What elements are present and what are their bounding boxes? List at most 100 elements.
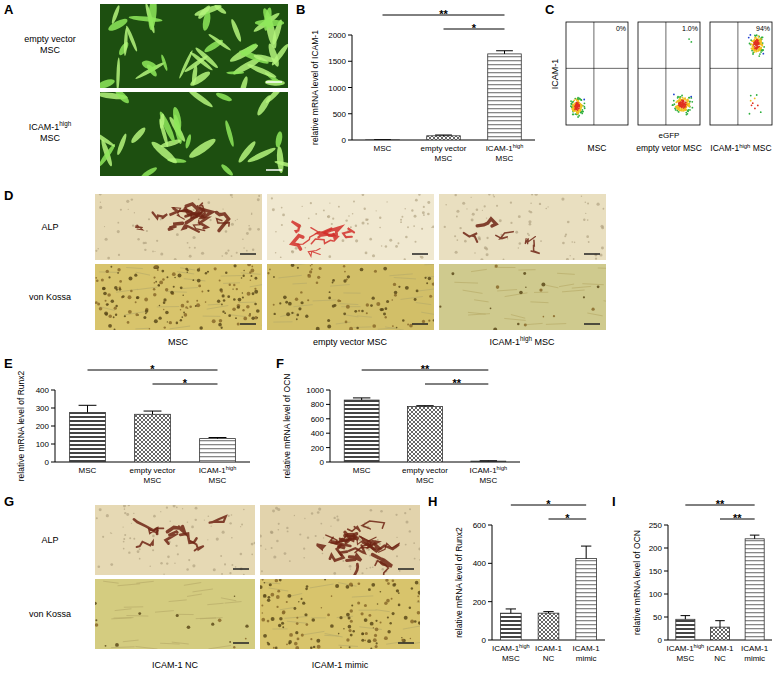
event [760, 38, 762, 40]
texture [238, 302, 256, 303]
scale-bar [412, 323, 428, 325]
y-axis [492, 525, 493, 640]
category-label: empty vectorMSC [402, 466, 448, 485]
texture [287, 530, 289, 532]
row-label: ALP [41, 222, 58, 232]
event [680, 102, 682, 104]
texture [181, 288, 198, 289]
deposit [372, 297, 375, 300]
text-line: MSC [479, 476, 497, 485]
deposit [237, 323, 240, 326]
deposit [249, 271, 251, 273]
text-line: C [545, 2, 555, 17]
deposit [358, 582, 361, 585]
texture [350, 568, 351, 569]
deposit [211, 623, 214, 626]
error-cap [416, 405, 433, 406]
texture [496, 205, 498, 207]
texture [96, 517, 98, 519]
texture [176, 233, 179, 236]
deposit [192, 279, 194, 281]
deposit [264, 582, 266, 584]
text-line: ** [421, 363, 430, 375]
texture [174, 563, 175, 564]
event [756, 45, 758, 47]
tick [326, 390, 330, 391]
texture [184, 583, 201, 586]
event [573, 106, 575, 108]
texture [456, 216, 458, 218]
texture [123, 548, 125, 550]
deposit [524, 324, 527, 327]
texture [409, 530, 411, 532]
texture [152, 251, 154, 253]
texture [231, 255, 233, 257]
texture [265, 548, 266, 549]
text-line: MSC [435, 154, 453, 163]
bar [676, 619, 695, 640]
micrograph [267, 264, 434, 330]
error-bar [374, 139, 391, 140]
deposit [154, 282, 156, 284]
texture [182, 508, 183, 509]
event [578, 111, 580, 113]
text-line: 1.0% [682, 25, 698, 32]
deposit [233, 298, 236, 301]
event [762, 49, 764, 51]
micrograph [95, 505, 255, 575]
event [584, 102, 586, 104]
deposit [222, 310, 224, 312]
event [752, 53, 754, 55]
image-bg [100, 92, 288, 176]
event [684, 102, 686, 104]
quadrant-line [710, 68, 772, 69]
texture [315, 213, 317, 215]
tick [488, 640, 492, 641]
bar-chart: 0100200300400relative mRNA level of Runx… [16, 363, 250, 485]
event [678, 100, 680, 102]
text-line: ICAM-1 NC [152, 660, 199, 670]
texture [280, 256, 282, 258]
texture [166, 562, 168, 564]
deposit [346, 638, 349, 641]
texture [126, 267, 143, 268]
deposit [282, 610, 285, 613]
deposit [329, 291, 331, 293]
deposit [364, 618, 368, 622]
deposit [155, 281, 157, 283]
texture [331, 223, 333, 225]
event [576, 102, 578, 104]
texture [193, 589, 213, 592]
error-cap [79, 405, 97, 406]
deposit [376, 302, 380, 306]
texture [207, 603, 223, 604]
text-line: ICAM-1 [573, 644, 601, 653]
deposit [157, 269, 159, 271]
plot-frame [566, 22, 628, 125]
quadrant-percent: 94% [756, 25, 770, 32]
tick-label: 0 [342, 136, 347, 145]
deposit [185, 306, 187, 308]
cell [107, 16, 130, 33]
cell [246, 146, 276, 164]
text-line: 0 [342, 136, 347, 145]
texture [333, 517, 335, 519]
deposit [270, 593, 274, 597]
texture [535, 194, 538, 196]
texture [174, 258, 177, 260]
texture [557, 273, 575, 274]
text-line: 400 [311, 429, 325, 438]
plot-frame [638, 22, 700, 125]
error-bar [581, 546, 591, 558]
deposit [122, 295, 125, 298]
texture [566, 258, 569, 260]
texture [457, 239, 459, 241]
deposit [307, 299, 309, 301]
texture [585, 201, 587, 203]
tick-label: 500 [333, 110, 347, 119]
deposit [387, 630, 390, 633]
stain [169, 208, 177, 214]
negative-events [672, 94, 694, 116]
texture [369, 567, 371, 569]
texture [397, 242, 399, 244]
